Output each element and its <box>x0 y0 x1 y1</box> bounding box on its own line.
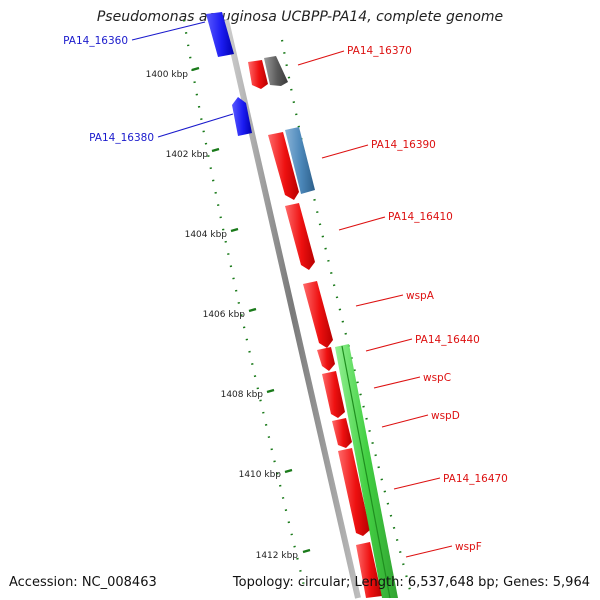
gene-label-pa14-16360[interactable]: PA14_16360 <box>63 35 128 47</box>
gene-arrow-wspc[interactable] <box>322 371 345 418</box>
gene-arrow-wspa[interactable] <box>303 281 333 348</box>
gene-arrow-pa14-16390[interactable] <box>268 132 299 200</box>
gene-label-pa14-16470[interactable]: PA14_16470 <box>443 473 508 485</box>
ruler-tick-label: 1404 kbp <box>185 230 228 240</box>
accession-text: Accession: NC_008463 <box>9 575 157 590</box>
map-title: Pseudomonas aeruginosa UCBPP-PA14, compl… <box>96 9 504 25</box>
ruler-tick-label: 1400 kbp <box>146 70 189 80</box>
leader-line-pa14-16440 <box>365 338 413 352</box>
leader-line-wspf <box>405 545 453 558</box>
genome-summary-text: Topology: circular; Length: 6,537,648 bp… <box>232 575 590 590</box>
gene-arrow-pa14-16360[interactable] <box>206 12 234 57</box>
gene-feature-pa14-16370-grey[interactable] <box>264 56 288 86</box>
leader-line-wspc <box>373 376 421 389</box>
leader-line-pa14-16410 <box>338 216 386 231</box>
leader-line-pa14-16390 <box>321 144 369 159</box>
leader-line-pa14-16370 <box>297 50 345 66</box>
ruler-tick-mark <box>266 388 275 394</box>
ruler-tick-mark <box>302 548 311 554</box>
operon-feature-line <box>341 345 391 599</box>
gene-label-wspf[interactable]: wspF <box>455 541 482 553</box>
leader-line-pa14-16360 <box>131 21 206 41</box>
gene-arrow-pa14-16410[interactable] <box>285 203 315 270</box>
ruler-tick-mark <box>248 307 257 313</box>
gene-label-wspc[interactable]: wspC <box>423 372 451 384</box>
ruler-tick-mark <box>230 227 239 233</box>
feature-track-right <box>280 39 412 591</box>
ruler-tick-label: 1402 kbp <box>166 150 209 160</box>
ruler-tick-label: 1412 kbp <box>256 551 299 561</box>
gene-arrow-pa14-16380[interactable] <box>232 97 252 136</box>
gene-label-wspa[interactable]: wspA <box>406 290 435 302</box>
ruler-tick-marks <box>191 66 311 554</box>
leader-line-wspd <box>381 414 429 428</box>
ruler-tick-label: 1410 kbp <box>239 470 282 480</box>
gene-label-pa14-16390[interactable]: PA14_16390 <box>371 139 436 151</box>
gene-label-pa14-16370[interactable]: PA14_16370 <box>347 45 412 57</box>
gene-arrow-wspd[interactable] <box>332 418 352 448</box>
gene-label-pa14-16410[interactable]: PA14_16410 <box>388 211 453 223</box>
ruler-tick-mark <box>284 468 293 474</box>
gene-label-pa14-16440[interactable]: PA14_16440 <box>415 334 480 346</box>
gene-feature-pa14-16390-rna[interactable] <box>285 127 315 194</box>
operon-feature-band[interactable] <box>335 344 398 598</box>
ruler-tick-label: 1408 kbp <box>221 390 264 400</box>
ruler-tick-mark <box>211 147 220 153</box>
ruler-tick-mark <box>191 66 200 72</box>
gene-arrow-pa14-16370[interactable] <box>248 60 268 89</box>
leader-line-pa14-16380 <box>157 113 234 138</box>
gene-label-wspd[interactable]: wspD <box>431 410 460 422</box>
leader-line-pa14-16470 <box>393 477 441 490</box>
leader-line-wspa <box>355 294 404 307</box>
gene-arrow-pa14-16470[interactable] <box>338 448 370 536</box>
gene-arrow-pa14-16440[interactable] <box>317 347 335 371</box>
gene-arrow-wspf[interactable] <box>356 542 382 598</box>
ruler-tick-label: 1406 kbp <box>203 310 246 320</box>
gene-label-pa14-16380[interactable]: PA14_16380 <box>89 132 154 144</box>
